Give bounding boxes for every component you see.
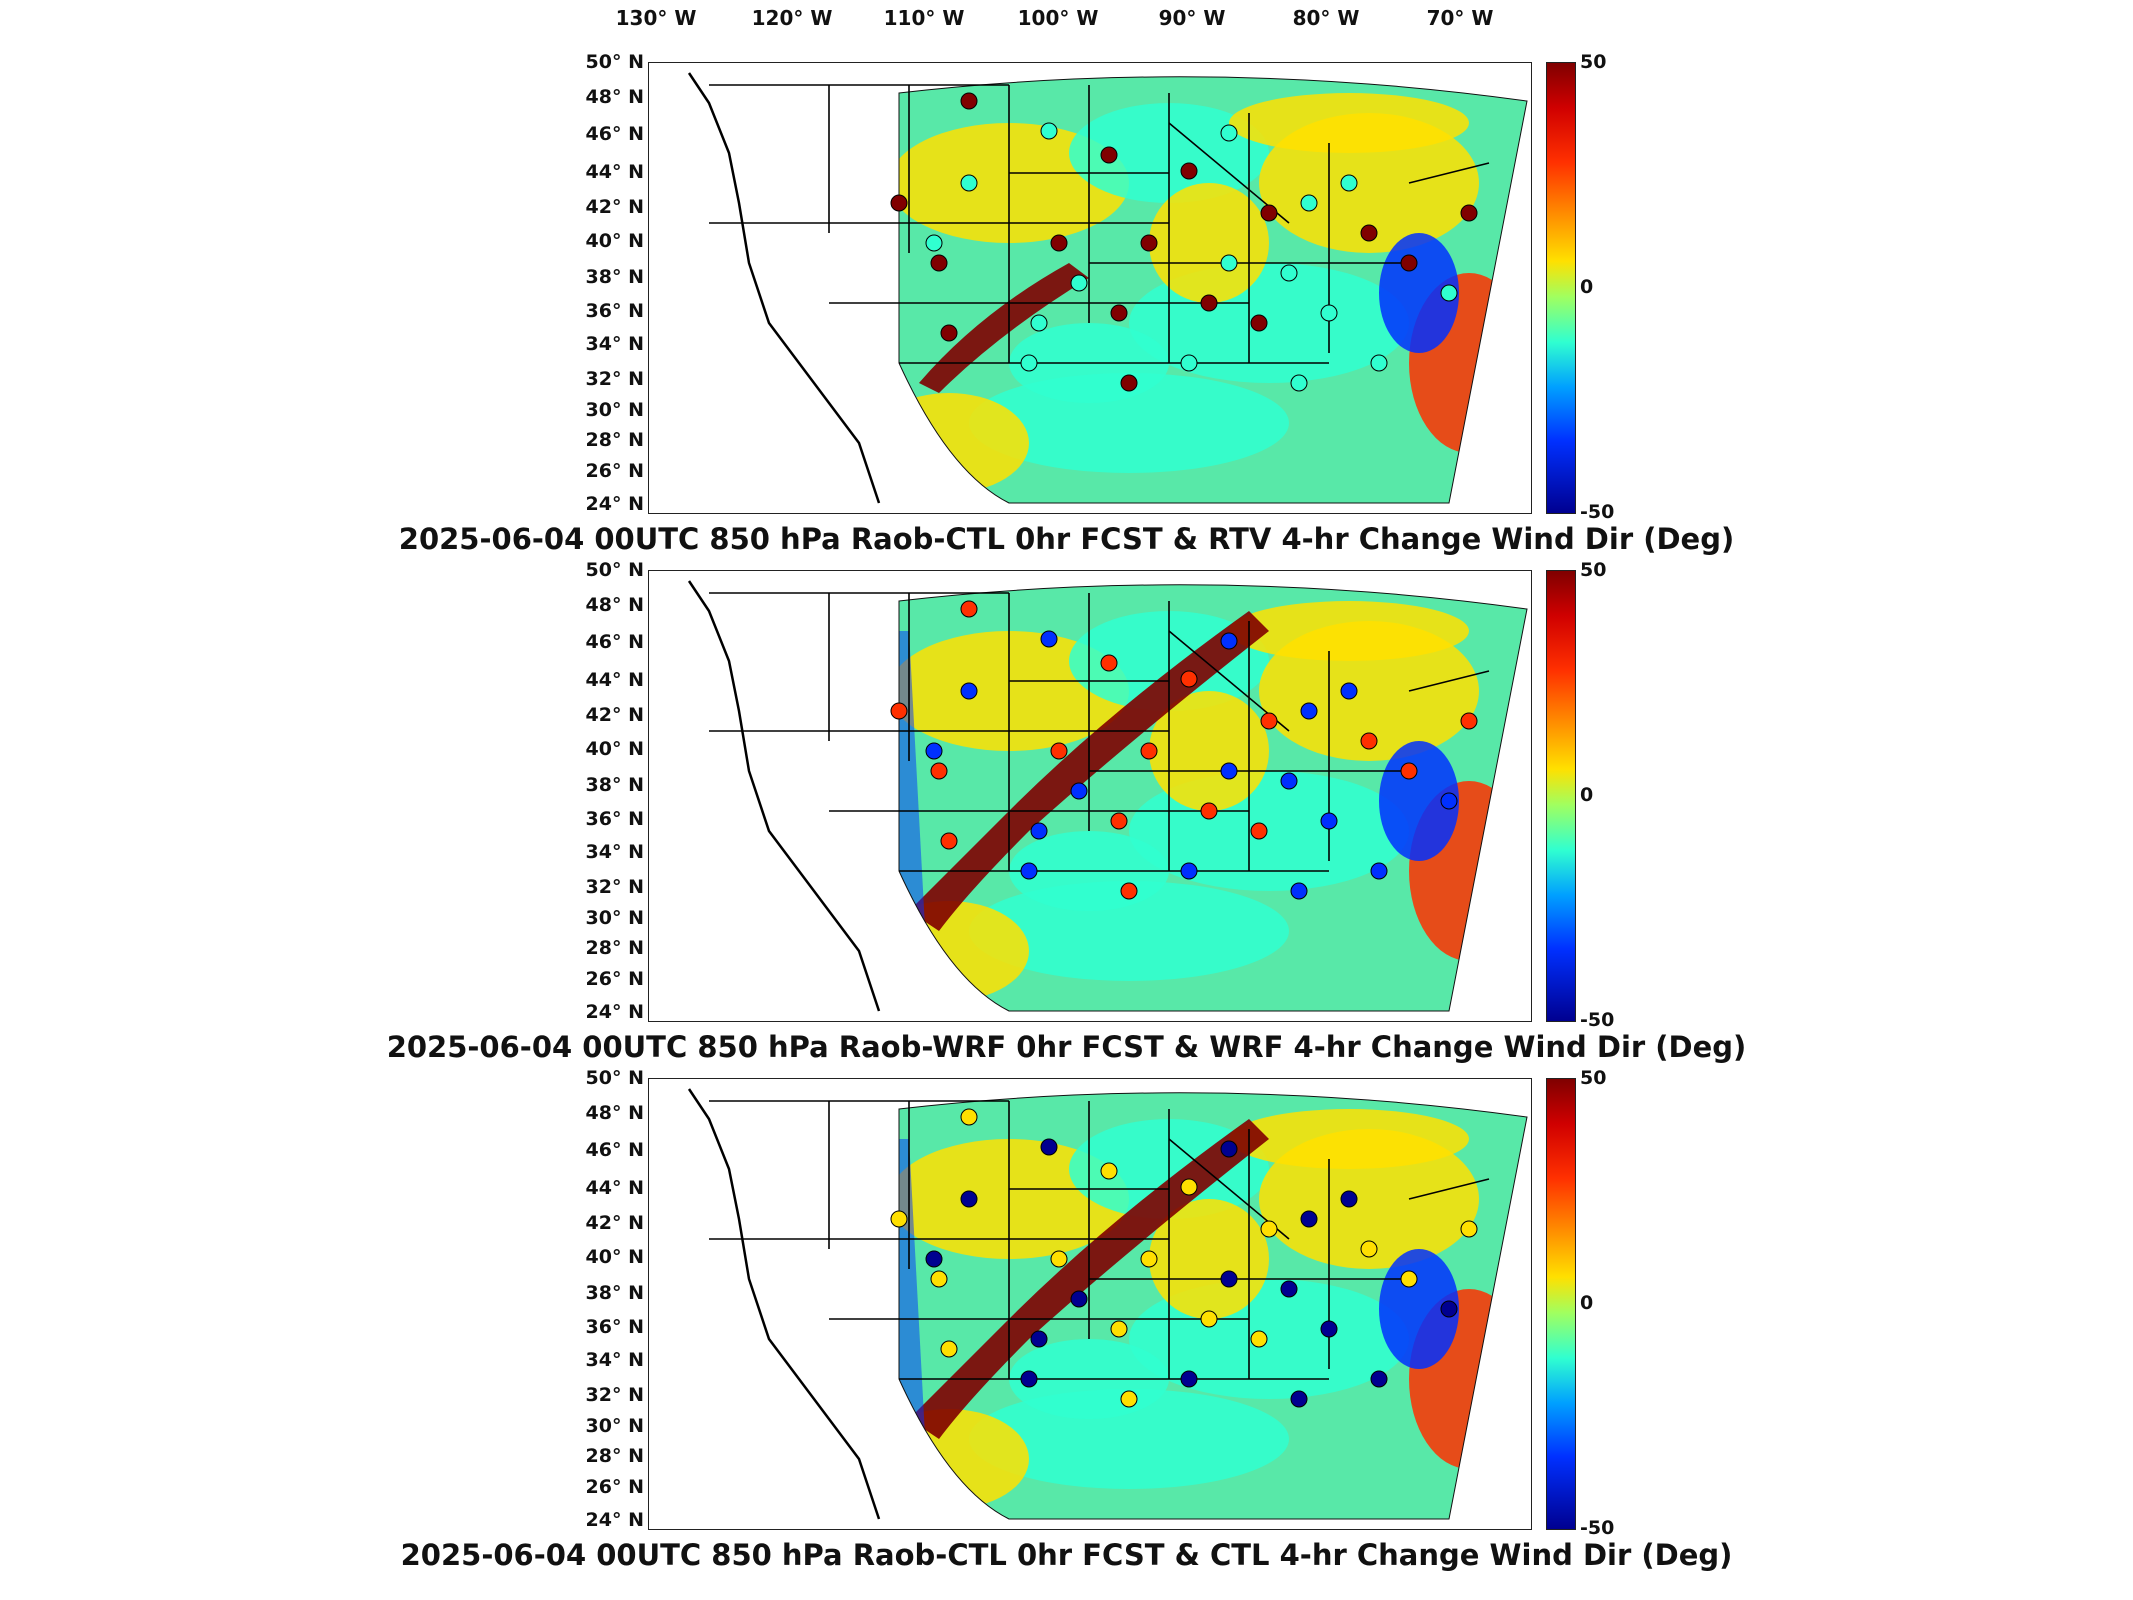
lat-label: 28° N	[585, 1445, 644, 1467]
colorbar	[1546, 1078, 1576, 1530]
panel-title: 2025-06-04 00UTC 850 hPa Raob-CTL 0hr FC…	[398, 522, 1735, 556]
colorbar-max-label: 50	[1580, 1067, 1607, 1089]
lat-label: 36° N	[585, 808, 644, 830]
lat-label: 32° N	[585, 368, 644, 390]
colorbar-mid-label: 0	[1580, 1292, 1594, 1314]
lat-label: 40° N	[585, 1246, 644, 1268]
colorbar-min-label: -50	[1580, 1517, 1615, 1539]
colorbar-min-label: -50	[1580, 1009, 1615, 1031]
latitude-labels: 50° N 48° N 46° N 44° N 42° N 40° N 38° N 36° N…	[560, 559, 644, 1023]
map-frame	[648, 62, 1532, 514]
lat-label: 32° N	[585, 876, 644, 898]
lon-label: 100° W	[1017, 6, 1099, 30]
lon-label: 90° W	[1158, 6, 1226, 30]
map-frame	[648, 570, 1532, 1022]
lat-label: 46° N	[585, 1139, 644, 1161]
lat-label: 42° N	[585, 1212, 644, 1234]
map-frame	[648, 1078, 1532, 1530]
lat-label: 34° N	[585, 841, 644, 863]
panel-title: 2025-06-04 00UTC 850 hPa Raob-CTL 0hr FC…	[400, 1538, 1733, 1572]
lat-label: 32° N	[585, 1384, 644, 1406]
lon-label: 130° W	[615, 6, 697, 30]
lat-label: 26° N	[585, 460, 644, 482]
lon-label: 120° W	[751, 6, 833, 30]
longitude-labels: 130° W 120° W 110° W 100° W 90° W 80° W …	[0, 0, 2133, 40]
colorbar-max-label: 50	[1580, 559, 1607, 581]
lat-label: 44° N	[585, 161, 644, 183]
latitude-labels: 50° N 48° N 46° N 44° N 42° N 40° N 38° N 36° N…	[560, 51, 644, 515]
lat-label: 44° N	[585, 669, 644, 691]
lon-label: 110° W	[883, 6, 965, 30]
lat-label: 38° N	[585, 266, 644, 288]
lat-label: 24° N	[585, 1001, 644, 1023]
colorbar-mid-label: 0	[1580, 276, 1594, 298]
colorbar	[1546, 570, 1576, 1022]
lat-label: 48° N	[585, 1102, 644, 1124]
lon-label: 70° W	[1426, 6, 1494, 30]
wind-direction-map	[687, 72, 1528, 504]
colorbar-min-label: -50	[1580, 501, 1615, 523]
lat-label: 48° N	[585, 86, 644, 108]
wind-direction-map	[687, 580, 1528, 1012]
lat-label: 30° N	[585, 1415, 644, 1437]
lat-label: 26° N	[585, 968, 644, 990]
colorbar	[1546, 62, 1576, 514]
colorbar-max-label: 50	[1580, 51, 1607, 73]
lat-label: 40° N	[585, 230, 644, 252]
lat-label: 28° N	[585, 937, 644, 959]
lat-label: 34° N	[585, 1349, 644, 1371]
lon-label: 80° W	[1292, 6, 1360, 30]
lat-label: 38° N	[585, 774, 644, 796]
lat-label: 24° N	[585, 1509, 644, 1531]
lat-label: 26° N	[585, 1476, 644, 1498]
lat-label: 44° N	[585, 1177, 644, 1199]
lat-label: 42° N	[585, 196, 644, 218]
wind-direction-map	[687, 1088, 1528, 1520]
lat-label: 40° N	[585, 738, 644, 760]
lat-label: 36° N	[585, 300, 644, 322]
colorbar-mid-label: 0	[1580, 784, 1594, 806]
latitude-labels: 50° N 48° N 46° N 44° N 42° N 40° N 38° N 36° N…	[560, 1067, 644, 1531]
lat-label: 38° N	[585, 1282, 644, 1304]
lat-label: 28° N	[585, 429, 644, 451]
lat-label: 30° N	[585, 399, 644, 421]
lat-label: 34° N	[585, 333, 644, 355]
lat-label: 48° N	[585, 594, 644, 616]
lat-label: 46° N	[585, 631, 644, 653]
lat-label: 50° N	[585, 559, 644, 581]
lat-label: 46° N	[585, 123, 644, 145]
lat-label: 24° N	[585, 493, 644, 515]
lat-label: 36° N	[585, 1316, 644, 1338]
lat-label: 50° N	[585, 1067, 644, 1089]
lat-label: 30° N	[585, 907, 644, 929]
lat-label: 50° N	[585, 51, 644, 73]
lat-label: 42° N	[585, 704, 644, 726]
panel-title: 2025-06-04 00UTC 850 hPa Raob-WRF 0hr FC…	[386, 1030, 1747, 1064]
